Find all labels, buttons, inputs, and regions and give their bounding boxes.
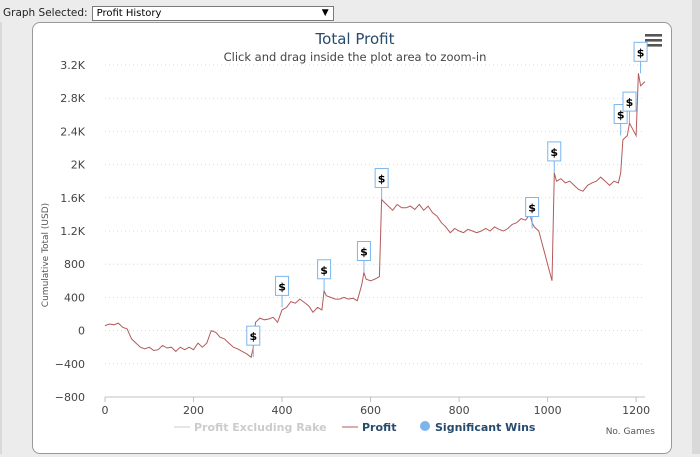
chart-legend: Profit Excluding Rake Profit Significant… (174, 421, 536, 434)
significant-win-flag[interactable]: $ (633, 41, 648, 74)
dollar-icon: $ (626, 96, 634, 109)
significant-win-flag[interactable]: $ (356, 241, 371, 273)
y-axis-label: Cumulative Total (USD) (41, 203, 51, 307)
graph-selector-label: Graph Selected: (3, 7, 88, 19)
dollar-icon: $ (320, 264, 328, 277)
dollar-icon: $ (550, 146, 558, 159)
significant-win-flag[interactable]: $ (317, 259, 332, 291)
y-tick-label: −400 (55, 358, 85, 371)
y-tick-label: 2K (71, 159, 86, 172)
significant-win-flag[interactable]: $ (275, 275, 290, 308)
chevron-down-icon: ▼ (321, 7, 329, 18)
page-scrollbar[interactable] (692, 0, 700, 454)
significant-win-flag[interactable]: $ (622, 91, 637, 124)
dollar-icon: $ (617, 109, 625, 122)
significant-win-flag[interactable]: $ (374, 167, 389, 200)
dollar-icon: $ (360, 246, 368, 259)
x-tick-label: 1000 (534, 404, 562, 417)
menu-icon[interactable] (645, 34, 662, 47)
significant-win-flag[interactable]: $ (525, 197, 540, 229)
y-tick-label: 1.2K (60, 225, 85, 238)
x-tick-label: 800 (449, 404, 470, 417)
y-tick-label: −800 (55, 391, 85, 404)
dollar-icon: $ (528, 202, 536, 215)
legend-label-significant-wins: Significant Wins (435, 421, 536, 434)
x-tick-label: 200 (183, 404, 204, 417)
profit-chart[interactable]: Total Profit Click and drag inside the p… (33, 23, 671, 453)
y-tick-label: 1.6K (60, 192, 85, 205)
x-tick-label: 600 (360, 404, 381, 417)
y-tick-label: 800 (64, 258, 85, 271)
graph-select-dropdown[interactable]: Profit History ▼ (91, 5, 334, 21)
legend-item-profit-excluding-rake[interactable]: Profit Excluding Rake (174, 421, 327, 434)
y-tick-label: 0 (78, 325, 85, 338)
profit-series-line (104, 73, 646, 359)
y-tick-label: 400 (64, 291, 85, 304)
left-border-strip (0, 22, 2, 454)
y-tick-label: 2.8K (60, 92, 85, 105)
significant-win-flag[interactable]: $ (246, 325, 261, 358)
legend-item-significant-wins[interactable]: Significant Wins (420, 421, 536, 434)
legend-item-profit[interactable]: Profit (342, 421, 396, 434)
x-axis-label: No. Games (606, 427, 656, 437)
chart-panel: Total Profit Click and drag inside the p… (32, 22, 672, 454)
x-axis-ticks: 0 200 400 600 800 1000 1200 (102, 397, 650, 417)
chart-title: Total Profit (315, 30, 395, 48)
y-axis-ticks: −800 −400 0 400 800 1.2K 1.6K 2K 2.4K 2.8K 3.2K (55, 59, 86, 404)
y-tick-label: 3.2K (60, 59, 85, 72)
graph-selector-row: Graph Selected: Profit History ▼ (3, 5, 334, 21)
graph-select-value: Profit History (96, 7, 162, 19)
dollar-icon: $ (637, 46, 645, 59)
dollar-icon: $ (249, 330, 257, 343)
legend-label-profit-excluding-rake: Profit Excluding Rake (194, 421, 327, 434)
chart-subtitle: Click and drag inside the plot area to z… (224, 50, 487, 64)
significant-wins-markers: $$$$$$$$$$ (246, 41, 648, 358)
dollar-icon: $ (378, 172, 386, 185)
x-tick-label: 0 (102, 404, 109, 417)
x-tick-label: 400 (272, 404, 293, 417)
dollar-icon: $ (278, 280, 286, 293)
y-tick-label: 2.4K (60, 125, 85, 138)
chart-gridlines (105, 64, 645, 398)
legend-label-profit: Profit (362, 421, 396, 434)
x-tick-label: 1200 (622, 404, 650, 417)
significant-win-flag[interactable]: $ (547, 141, 562, 173)
